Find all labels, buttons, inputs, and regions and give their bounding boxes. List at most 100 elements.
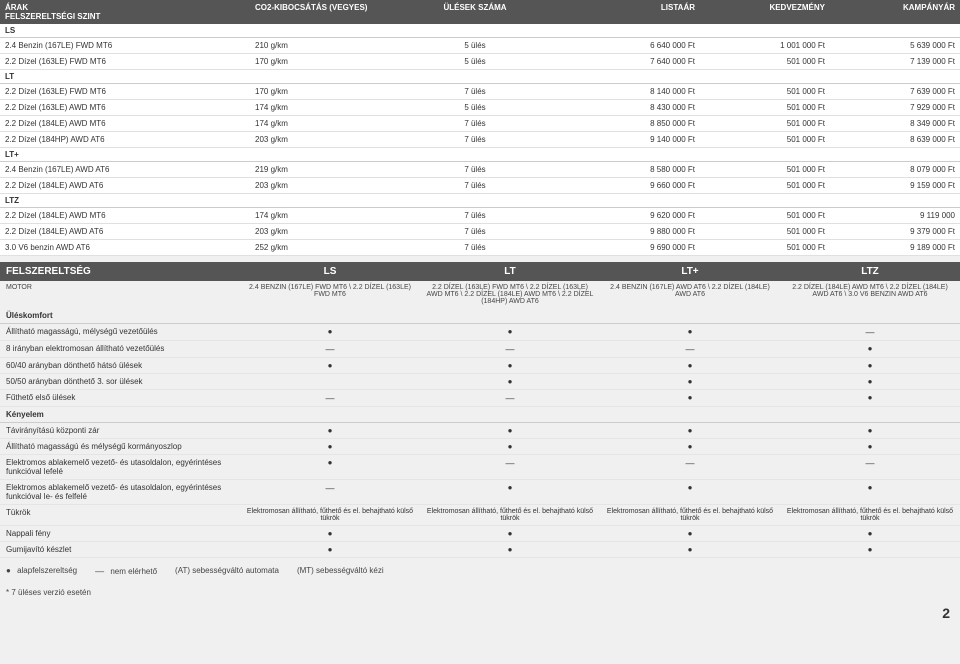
feature-row: 50/50 arányban dönthető 3. sor ülések [0,374,960,390]
dot-icon [688,442,693,451]
price-cell: 7 139 000 Ft [830,54,960,69]
feature-cell [420,455,600,479]
price-cell: 219 g/km [250,162,400,177]
col-header: LISTAÁR [550,0,700,24]
dot-icon [328,545,333,554]
price-row: 2.2 Dízel (184LE) AWD AT6203 g/km7 ülés9… [0,178,960,194]
price-cell: 7 ülés [400,116,550,131]
category-uleskomfort: Üléskomfort [0,308,960,324]
feature-cell [240,423,420,438]
motor-sub: 2.2 DÍZEL (163LE) FWD MT6 \ 2.2 DÍZEL (1… [420,281,600,308]
feature-cell [240,526,420,541]
price-cell: 3.0 V6 benzin AWD AT6 [0,240,250,255]
price-cell: 9 119 000 [830,208,960,223]
feature-cell [600,390,780,406]
feature-cell [600,455,780,479]
price-row: 2.4 Benzin (167LE) FWD MT6210 g/km5 ülés… [0,38,960,54]
price-row: 2.2 Dízel (163LE) FWD MT6170 g/km7 ülés8… [0,84,960,100]
price-row: 2.2 Dízel (184LE) AWD MT6174 g/km7 ülés9… [0,208,960,224]
price-cell: 7 639 000 Ft [830,84,960,99]
price-cell: 7 ülés [400,132,550,147]
price-row: 3.0 V6 benzin AWD AT6252 g/km7 ülés9 690… [0,240,960,256]
price-cell: 2.2 Dízel (184LE) AWD MT6 [0,116,250,131]
price-cell: 2.2 Dízel (163LE) FWD MT6 [0,54,250,69]
price-cell: 7 640 000 Ft [550,54,700,69]
col-header: KAMPÁNYÁR [830,0,960,24]
feature-cell [240,439,420,454]
sub: FELSZERELTSÉGI SZINT [5,12,100,21]
price-row: 2.2 Dízel (184HP) AWD AT6203 g/km7 ülés9… [0,132,960,148]
dot-icon [688,327,693,336]
dot-icon [328,529,333,538]
col-header: KEDVEZMÉNY [700,0,830,24]
price-cell: 5 ülés [400,38,550,53]
dash-icon [686,459,695,468]
price-cell: 501 000 Ft [700,100,830,115]
feature-cell [600,358,780,373]
price-cell: 7 ülés [400,84,550,99]
dot-icon [508,483,513,492]
feature-cell [420,480,600,504]
price-cell: 5 639 000 Ft [830,38,960,53]
feature-cell [600,542,780,557]
feature-cell [600,374,780,389]
price-cell: 8 140 000 Ft [550,84,700,99]
dot-icon [508,327,513,336]
col-ls: LS [240,262,420,281]
feature-cell [780,439,960,454]
feature-cell [780,526,960,541]
dot-icon [868,426,873,435]
feature-row: TükrökElektromosan állítható, fűthető és… [0,505,960,526]
feature-cell [600,423,780,438]
dash-icon [506,394,515,403]
feature-cell [600,324,780,340]
feature-cell [420,374,600,389]
feature-label: Nappali fény [0,526,240,541]
price-cell: 8 580 000 Ft [550,162,700,177]
price-cell: 1 001 000 Ft [700,38,830,53]
dot-icon [868,545,873,554]
dot-icon [688,377,693,386]
price-cell: 7 ülés [400,240,550,255]
dot-icon [868,529,873,538]
feature-cell [240,358,420,373]
price-table: ÁRAKFELSZERELTSÉGI SZINT CO2-KIBOCSÁTÁS … [0,0,960,256]
feature-cell [780,358,960,373]
price-cell: 6 640 000 Ft [550,38,700,53]
dot-icon [868,361,873,370]
dot-icon [328,327,333,336]
equipment-title: FELSZERELTSÉG [0,262,240,281]
price-cell: 8 639 000 Ft [830,132,960,147]
feature-label: Elektromos ablakemelő vezető- és utasold… [0,455,240,479]
dot-icon [688,393,693,402]
feature-row: Gumijavító készlet [0,542,960,558]
price-cell: 7 ülés [400,178,550,193]
feature-label: Tükrök [0,505,240,525]
feature-cell: Elektromosan állítható, fűthető és el. b… [240,505,420,525]
feature-cell: Elektromosan állítható, fűthető és el. b… [600,505,780,525]
dot-icon [328,361,333,370]
price-cell: 2.2 Dízel (163LE) FWD MT6 [0,84,250,99]
feature-cell [240,480,420,504]
price-group-label: LTZ [0,194,960,208]
dash-icon [686,345,695,354]
price-cell: 5 ülés [400,54,550,69]
price-row: 2.2 Dízel (163LE) AWD MT6174 g/km5 ülés8… [0,100,960,116]
feature-cell [420,423,600,438]
price-cell: 8 850 000 Ft [550,116,700,131]
dot-icon [868,344,873,353]
col-ltz: LTZ [780,262,960,281]
price-row: 2.2 Dízel (163LE) FWD MT6170 g/km5 ülés7… [0,54,960,70]
dot-icon [868,483,873,492]
motor-sub: 2.4 BENZIN (167LE) FWD MT6 \ 2.2 DÍZEL (… [240,281,420,308]
price-cell: 2.2 Dízel (184LE) AWD AT6 [0,224,250,239]
feature-label: Állítható magasságú és mélységű kormányo… [0,439,240,454]
price-cell: 9 159 000 Ft [830,178,960,193]
feature-label: Gumijavító készlet [0,542,240,557]
feature-cell [600,480,780,504]
legend: alapfelszereltség nem elérhető (AT) sebe… [0,558,960,584]
motor-label: MOTOR [0,281,240,308]
dot-icon [328,458,333,467]
feature-cell [420,526,600,541]
price-cell: 174 g/km [250,208,400,223]
